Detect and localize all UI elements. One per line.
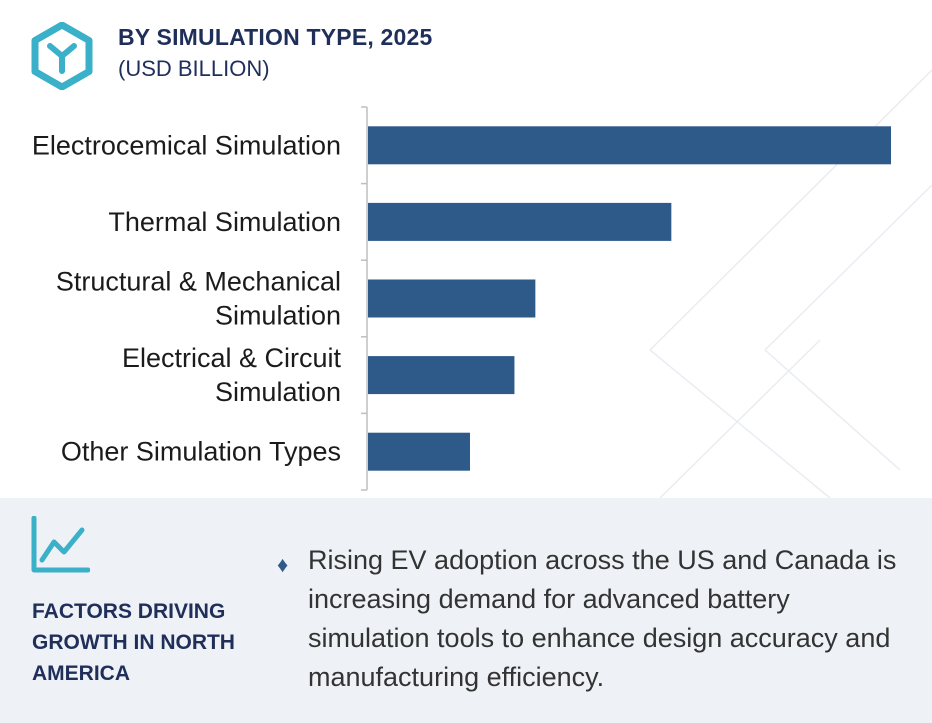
category-label: Other Simulation Types — [61, 437, 341, 467]
factors-panel: FACTORS DRIVING GROWTH IN NORTH AMERICA … — [0, 498, 932, 723]
bar — [368, 356, 515, 395]
chart-subtitle: (USD BILLION) — [118, 56, 270, 81]
diamond-bullet-icon: ♦ — [277, 552, 289, 577]
bar — [368, 202, 672, 241]
category-label: Electrocemical Simulation — [32, 130, 341, 160]
bar — [368, 279, 536, 318]
factor-bullet-text: Rising EV adoption across the US and Can… — [308, 545, 897, 692]
bar — [368, 126, 891, 165]
category-label: Electrical & Circuit — [122, 343, 342, 373]
category-label: Simulation — [215, 377, 341, 407]
category-label: Thermal Simulation — [108, 207, 341, 237]
background-decoration — [649, 69, 932, 498]
category-label: Structural & Mechanical — [56, 267, 341, 297]
bar — [368, 432, 470, 471]
chart-panel: BY SIMULATION TYPE, 2025 (USD BILLION) E… — [31, 22, 932, 498]
bar-chart: Electrocemical Simulation Thermal Simulat… — [32, 106, 891, 491]
hexagon-y-logo-icon — [31, 22, 93, 90]
chart-title: BY SIMULATION TYPE, 2025 — [118, 24, 433, 50]
factors-heading: FACTORS DRIVING GROWTH IN NORTH AMERICA — [32, 600, 235, 685]
category-label: Simulation — [215, 301, 341, 331]
line-chart-icon — [31, 516, 90, 573]
